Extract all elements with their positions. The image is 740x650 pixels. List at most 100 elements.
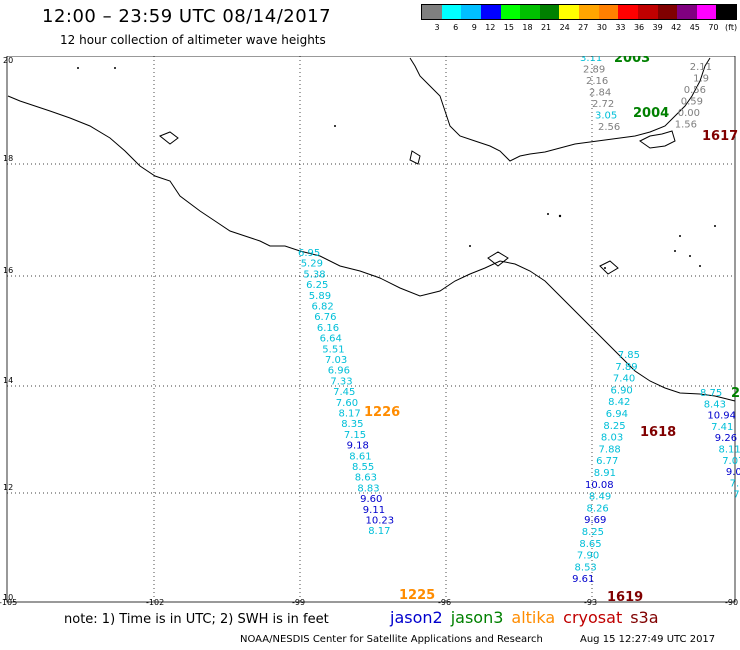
wave-height-value: 2.72 xyxy=(592,99,614,110)
pass-labels: 2003 2004 1617 1226 1225 1618 1619 2 xyxy=(364,56,740,605)
wave-height-value: 2.89 xyxy=(583,65,605,76)
legend-label: 70 xyxy=(708,23,719,32)
wave-height-value: 7.33 xyxy=(330,376,352,387)
legend-swatch xyxy=(539,5,560,19)
wave-height-value: 8.91 xyxy=(594,468,616,479)
lat-label: 16 xyxy=(3,266,13,275)
legend-label: 12 xyxy=(485,23,496,32)
wave-height-value: 6.90 xyxy=(611,385,633,396)
wave-height-value: 7. xyxy=(730,478,740,489)
wave-height-value: 6.96 xyxy=(328,366,350,377)
wave-height-value: 8.43 xyxy=(704,399,726,410)
wave-height-value: 8.25 xyxy=(603,421,625,432)
satellite-name: jason2 xyxy=(390,608,443,627)
pass-time-label: 2004 xyxy=(633,106,669,121)
legend-label: 6 xyxy=(453,23,459,32)
wave-height-value: 3.11 xyxy=(580,56,602,64)
wave-height-value: 8.61 xyxy=(349,451,371,462)
wave-height-value: 8.35 xyxy=(341,419,363,430)
wave-height-value: 9.69 xyxy=(584,515,606,526)
wave-height-value: 2.56 xyxy=(598,122,620,133)
legend-label: 18 xyxy=(522,23,533,32)
legend-label: 15 xyxy=(503,23,514,32)
wave-height-value: 8.03 xyxy=(601,433,623,444)
wave-height-value: 7.40 xyxy=(613,374,635,385)
legend-swatch xyxy=(618,5,638,19)
map-frame xyxy=(6,56,736,603)
wave-height-value: 6.95 xyxy=(298,248,320,259)
wave-height-value: 1.9 xyxy=(693,74,709,85)
legend-label: 27 xyxy=(578,23,589,32)
wave-height-value: 8.55 xyxy=(352,462,374,473)
wave-height-value: 6.82 xyxy=(312,302,334,313)
wave-height-value: 5.38 xyxy=(303,269,325,280)
wave-height-value: 8.83 xyxy=(357,483,379,494)
lat-label: 10 xyxy=(3,593,13,602)
wave-height-value: 8.75 xyxy=(700,388,722,399)
legend-swatch xyxy=(559,5,579,19)
legend-label: 39 xyxy=(652,23,663,32)
axis-labels: 20 18 16 14 12 10-105 -102 -99 -96 -93 -90 xyxy=(0,56,738,606)
legend-swatch xyxy=(520,5,540,19)
legend-swatch xyxy=(598,5,619,19)
wave-height-value: 8.65 xyxy=(579,539,601,550)
wave-height-value: 7.15 xyxy=(344,430,366,441)
legend-swatch xyxy=(677,5,697,19)
lat-label: 12 xyxy=(3,483,13,492)
map-title: 12:00 – 23:59 UTC 08/14/2017 xyxy=(42,6,332,27)
wave-height-value: 6.77 xyxy=(596,456,618,467)
wave-height-value: 5.29 xyxy=(301,259,323,270)
legend-swatch xyxy=(579,5,599,19)
lon-label: -93 xyxy=(584,598,597,606)
lat-label: 18 xyxy=(3,154,13,163)
satellite-legend: jason2 jason3 altika cryosat s3a xyxy=(390,608,667,627)
units-note: note: 1) Time is in UTC; 2) SWH is in fe… xyxy=(64,612,329,627)
legend-swatch xyxy=(657,5,678,19)
wave-height-value: 9.0 xyxy=(726,467,740,478)
lon-label: -99 xyxy=(292,598,305,606)
wave-height-value: 10.08 xyxy=(585,480,614,491)
wave-height-value: 7. xyxy=(733,490,740,501)
satellite-name: jason3 xyxy=(450,608,504,627)
wave-height-value: 7.07 xyxy=(722,456,740,467)
legend-swatch xyxy=(441,5,462,19)
header: 12:00 – 23:59 UTC 08/14/2017 12 hour col… xyxy=(0,0,740,52)
satellite-name: altika xyxy=(511,608,556,627)
lat-label: 14 xyxy=(3,376,13,385)
legend-swatch xyxy=(637,5,658,19)
wave-height-value: 6.25 xyxy=(306,280,328,291)
wave-height-value: 7.41 xyxy=(711,422,733,433)
wave-height-value: 8.42 xyxy=(608,397,630,408)
wave-height-value: 6.16 xyxy=(317,323,339,334)
wave-height-value: 7.45 xyxy=(333,387,355,398)
legend-swatches xyxy=(421,4,737,20)
satellite-name: cryosat xyxy=(563,608,623,627)
wave-height-value: 10.94 xyxy=(707,411,736,422)
pass-time-label: 2 xyxy=(731,386,740,401)
legend-label: 24 xyxy=(559,23,570,32)
wave-height-value: 3.05 xyxy=(595,111,617,122)
legend-swatch xyxy=(696,5,717,19)
lon-label: -90 xyxy=(725,598,738,606)
lon-label: -105 xyxy=(0,598,17,606)
wave-height-value: 8.11 xyxy=(719,445,740,456)
legend-label: 42 xyxy=(671,23,682,32)
legend-label: (ft) xyxy=(725,23,738,32)
wave-height-value: 7.88 xyxy=(599,444,621,455)
wave-height-value: 8.53 xyxy=(575,562,597,573)
legend-swatch xyxy=(480,5,501,19)
legend-swatch xyxy=(716,5,736,19)
credit-text: NOAA/NESDIS Center for Satellite Applica… xyxy=(240,634,543,645)
wave-height-value: 0.00 xyxy=(678,108,700,119)
wave-height-value: 1.56 xyxy=(675,120,697,131)
legend-labels: 3 6 9 12 15 18 21 24 27 30 33 36 39 42 45 70 (ft) xyxy=(421,23,738,32)
wave-height-value: 7.60 xyxy=(336,398,358,409)
wave-height-value: 8.49 xyxy=(589,492,611,503)
wave-height-value: 8.17 xyxy=(368,526,390,537)
color-legend: 3 6 9 12 15 18 21 24 27 30 33 36 39 42 45 70 (ft) xyxy=(421,4,737,34)
wave-height-value: 9.18 xyxy=(347,441,369,452)
wave-height-value: 9.60 xyxy=(360,494,382,505)
legend-label: 3 xyxy=(434,23,440,32)
legend-swatch xyxy=(500,5,521,19)
wave-height-value: 5.89 xyxy=(309,291,331,302)
